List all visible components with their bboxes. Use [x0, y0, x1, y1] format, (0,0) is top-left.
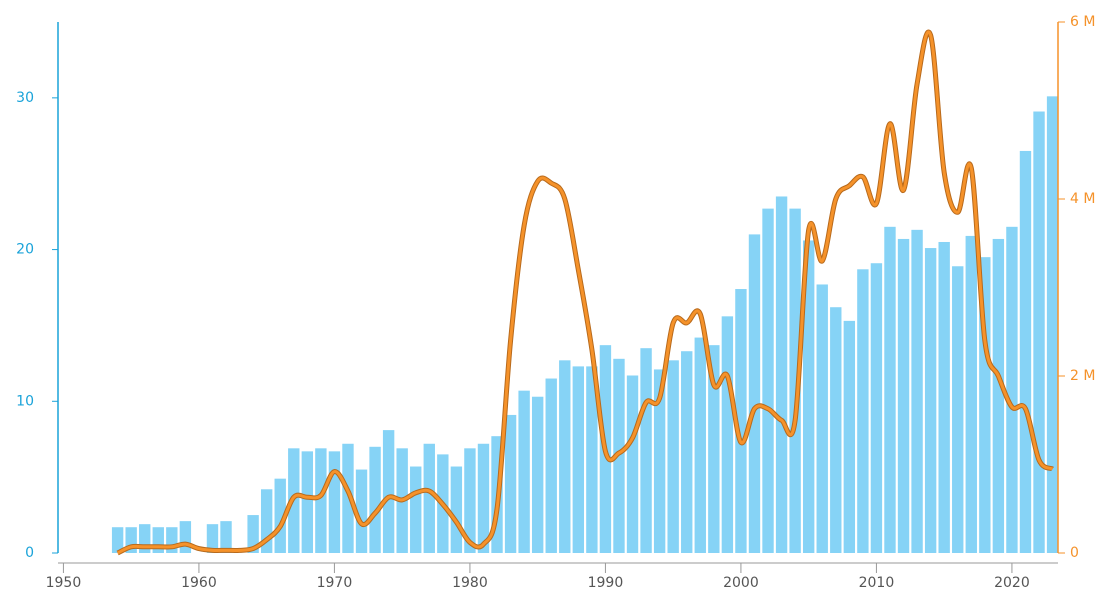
bar	[830, 307, 842, 553]
bar	[952, 266, 964, 553]
bar	[139, 524, 151, 553]
x-tick-label: 2010	[859, 575, 895, 591]
bar	[423, 443, 435, 553]
bar	[775, 196, 788, 553]
bar	[911, 229, 923, 553]
bar	[586, 366, 598, 553]
bar	[450, 466, 463, 553]
bar	[721, 316, 734, 553]
bar	[531, 396, 544, 553]
bar	[897, 238, 910, 554]
x-tick-label: 1970	[317, 575, 353, 591]
x-tick-label: 1950	[46, 575, 82, 591]
bar	[382, 430, 395, 553]
bar	[504, 414, 517, 553]
y2-tick-label: 0	[1070, 545, 1079, 561]
bar	[979, 257, 991, 553]
bar	[708, 345, 720, 553]
bar	[965, 235, 977, 553]
bar	[1046, 96, 1059, 553]
bar	[924, 248, 937, 553]
bar	[247, 515, 259, 553]
bar	[640, 348, 652, 553]
bar	[477, 443, 490, 553]
bar	[884, 226, 896, 554]
line	[116, 30, 1054, 555]
bar	[626, 375, 639, 553]
y2-tick-label: 4 M	[1070, 191, 1095, 207]
bar	[410, 466, 422, 553]
bar	[301, 451, 314, 553]
bar	[802, 240, 815, 553]
bar	[545, 378, 557, 553]
bar	[342, 443, 354, 553]
bar	[1019, 150, 1032, 553]
bar	[166, 527, 178, 553]
bar	[843, 320, 856, 553]
y2-tick-label: 2 M	[1070, 368, 1095, 384]
bar	[518, 390, 530, 553]
bar	[206, 524, 219, 553]
bar	[857, 269, 869, 553]
bar	[152, 527, 164, 553]
bar	[735, 289, 747, 553]
y2-tick-label: 6 M	[1070, 14, 1095, 30]
y-tick-label: 10	[16, 393, 34, 409]
x-tick-label: 1960	[181, 575, 217, 591]
bar	[220, 521, 232, 553]
bar	[260, 489, 273, 553]
bar	[762, 208, 774, 553]
bar	[572, 366, 585, 553]
bar	[125, 527, 137, 553]
bar	[355, 469, 368, 553]
x-tick-label: 1980	[452, 575, 488, 591]
x-tick-label: 2020	[994, 575, 1030, 591]
bar	[870, 263, 883, 553]
bar	[1006, 226, 1018, 554]
bar	[938, 241, 950, 553]
bar	[1033, 111, 1045, 554]
bar	[789, 208, 801, 553]
bar	[653, 369, 666, 553]
x-tick-label: 2000	[723, 575, 759, 591]
bar	[694, 337, 706, 553]
bar	[559, 360, 571, 553]
bar	[179, 521, 192, 553]
bar	[328, 451, 341, 553]
bar	[681, 351, 693, 553]
bar	[315, 448, 327, 553]
bar	[992, 238, 1005, 554]
bar	[816, 284, 828, 553]
y-tick-label: 0	[25, 545, 34, 561]
bar	[667, 360, 679, 553]
bar	[748, 234, 761, 553]
bar	[369, 446, 381, 553]
bar	[274, 478, 286, 553]
bar	[464, 448, 476, 553]
x-tick-label: 1990	[588, 575, 624, 591]
y-tick-label: 20	[16, 242, 34, 258]
bar	[111, 527, 124, 553]
y-tick-label: 30	[16, 90, 34, 106]
